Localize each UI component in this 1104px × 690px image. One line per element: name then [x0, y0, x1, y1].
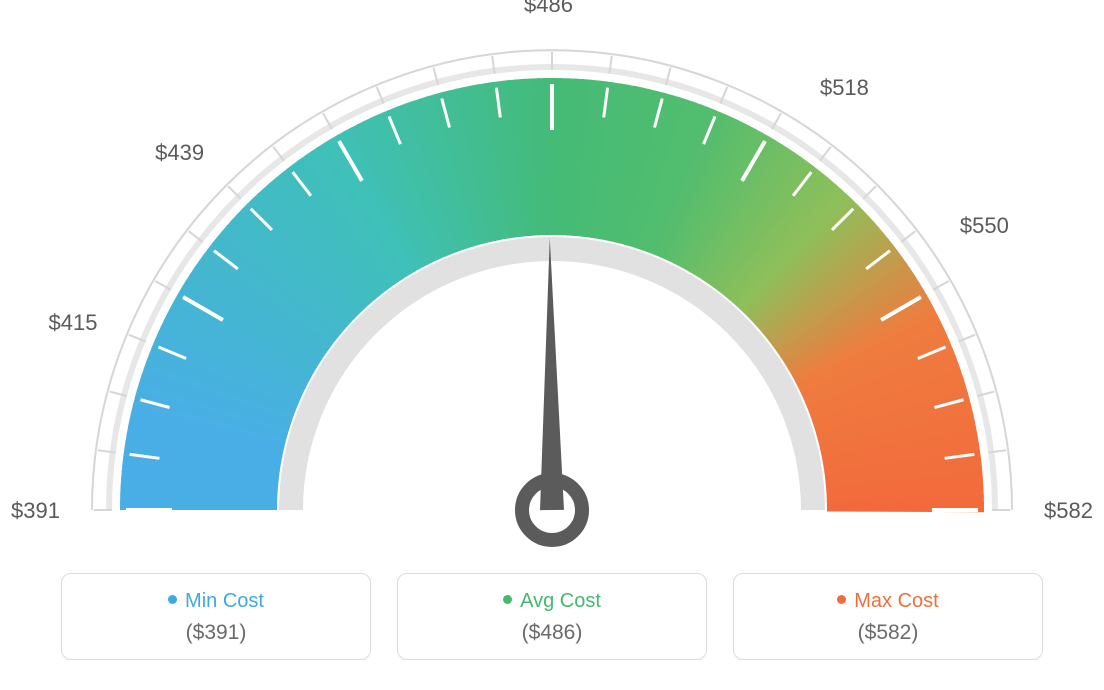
dot-icon — [837, 595, 846, 604]
legend-max-box: Max Cost ($582) — [733, 573, 1043, 660]
gauge-tick-label: $486 — [524, 0, 573, 18]
gauge-tick-label: $550 — [960, 213, 1009, 239]
legend-max-label: Max Cost — [854, 590, 938, 612]
legend-max-value: ($582) — [754, 621, 1022, 645]
legend-row: Min Cost ($391) Avg Cost ($486) Max Cost… — [0, 573, 1104, 660]
legend-min-box: Min Cost ($391) — [61, 573, 371, 660]
gauge-tick-label: $391 — [0, 498, 60, 524]
legend-max-title: Max Cost — [754, 590, 1022, 613]
gauge-tick-label: $582 — [1044, 498, 1093, 524]
legend-avg-title: Avg Cost — [418, 590, 686, 613]
dot-icon — [168, 595, 177, 604]
legend-min-value: ($391) — [82, 621, 350, 645]
dot-icon — [503, 595, 512, 604]
gauge-tick-label: $415 — [37, 310, 97, 336]
gauge-svg — [0, 0, 1104, 560]
legend-avg-value: ($486) — [418, 621, 686, 645]
gauge-chart: $391 $415 $439 $486 $518 $550 $582 — [0, 0, 1104, 560]
legend-min-label: Min Cost — [185, 590, 264, 612]
gauge-tick-label: $439 — [149, 140, 204, 166]
legend-avg-label: Avg Cost — [520, 590, 601, 612]
legend-min-title: Min Cost — [82, 590, 350, 613]
legend-avg-box: Avg Cost ($486) — [397, 573, 707, 660]
gauge-tick-label: $518 — [820, 75, 869, 101]
